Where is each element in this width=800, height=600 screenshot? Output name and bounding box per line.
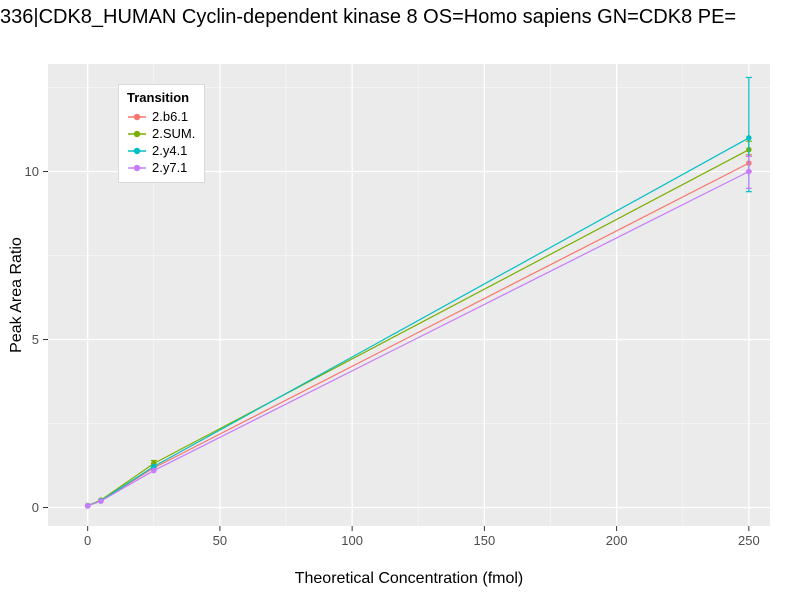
legend-title: Transition — [127, 90, 190, 105]
svg-text:100: 100 — [341, 533, 363, 548]
svg-text:50: 50 — [213, 533, 227, 548]
legend-item-2-y4-1: 2.y4.1 — [127, 142, 195, 159]
legend-marker-icon — [128, 113, 146, 120]
legend-label: 2.b6.1 — [152, 109, 189, 124]
legend-item-2-y7-1: 2.y7.1 — [127, 159, 195, 176]
svg-text:10: 10 — [25, 164, 39, 179]
svg-text:200: 200 — [606, 533, 628, 548]
svg-text:150: 150 — [474, 533, 496, 548]
legend-rows: 2.b6.1 2.SUM. 2.y4.1 2.y7.1 — [127, 108, 195, 176]
svg-text:0: 0 — [84, 533, 91, 548]
legend-label: 2.y4.1 — [152, 143, 188, 158]
svg-text:0: 0 — [32, 500, 39, 515]
svg-text:5: 5 — [32, 332, 39, 347]
y-axis-label: Peak Area Ratio — [8, 237, 25, 353]
plot-title: 336|CDK8_HUMAN Cyclin-dependent kinase 8… — [0, 6, 737, 28]
legend-marker-icon — [128, 164, 146, 171]
legend-label: 2.SUM. — [152, 126, 196, 141]
legend-item-2-b6-1: 2.b6.1 — [127, 108, 195, 125]
legend-label: 2.y7.1 — [152, 160, 188, 175]
legend-item-2-sum: 2.SUM. — [127, 125, 195, 142]
legend: Transition 2.b6.1 2.SUM. 2.y4.1 2.y7.1 — [118, 84, 206, 183]
legend-marker-icon — [128, 130, 146, 137]
svg-text:250: 250 — [738, 533, 760, 548]
x-axis-label: Theoretical Concentration (fmol) — [294, 570, 524, 587]
legend-marker-icon — [128, 147, 146, 154]
